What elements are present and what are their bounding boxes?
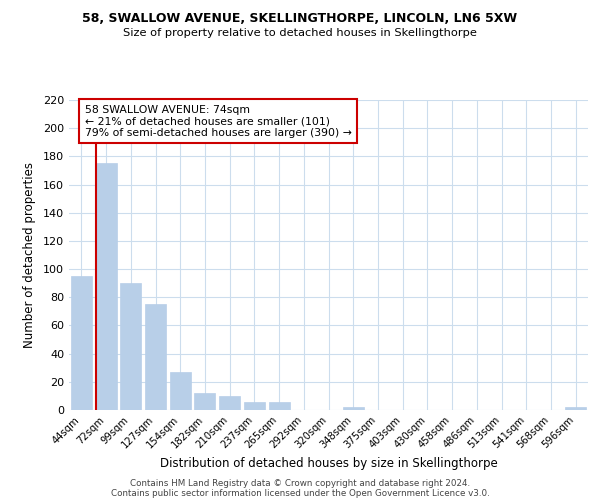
Bar — [343, 407, 364, 410]
Bar — [71, 276, 92, 410]
Bar — [269, 402, 290, 410]
Bar — [145, 304, 166, 410]
Text: 58 SWALLOW AVENUE: 74sqm
← 21% of detached houses are smaller (101)
79% of semi-: 58 SWALLOW AVENUE: 74sqm ← 21% of detach… — [85, 104, 352, 138]
X-axis label: Distribution of detached houses by size in Skellingthorpe: Distribution of detached houses by size … — [160, 458, 497, 470]
Bar — [170, 372, 191, 410]
Bar — [565, 407, 586, 410]
Text: 58, SWALLOW AVENUE, SKELLINGTHORPE, LINCOLN, LN6 5XW: 58, SWALLOW AVENUE, SKELLINGTHORPE, LINC… — [82, 12, 518, 26]
Text: Size of property relative to detached houses in Skellingthorpe: Size of property relative to detached ho… — [123, 28, 477, 38]
Bar — [194, 393, 215, 410]
Bar — [120, 283, 141, 410]
Y-axis label: Number of detached properties: Number of detached properties — [23, 162, 36, 348]
Text: Contains HM Land Registry data © Crown copyright and database right 2024.: Contains HM Land Registry data © Crown c… — [130, 478, 470, 488]
Bar — [219, 396, 240, 410]
Bar — [95, 164, 116, 410]
Bar — [244, 402, 265, 410]
Text: Contains public sector information licensed under the Open Government Licence v3: Contains public sector information licen… — [110, 488, 490, 498]
